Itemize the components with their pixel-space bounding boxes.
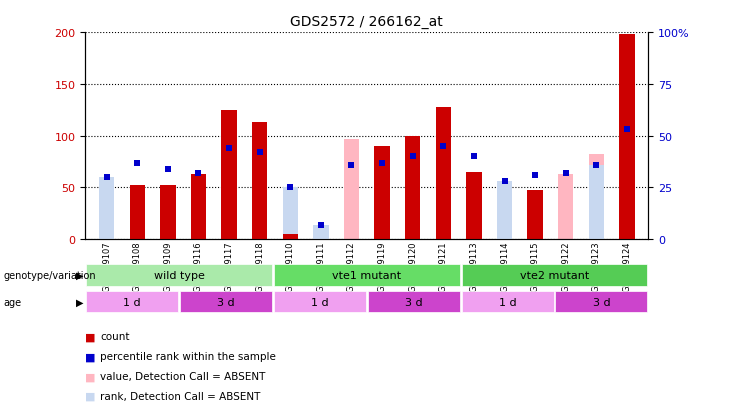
Text: wild type: wild type [153,270,205,280]
Bar [588,155,604,240]
Bar [130,186,145,240]
Bar [86,291,178,313]
Text: age: age [4,297,21,307]
Text: 1 d: 1 d [123,297,141,307]
Bar [588,165,604,240]
Bar [466,173,482,240]
Text: rank, Detection Call = ABSENT: rank, Detection Call = ABSENT [100,391,260,401]
Bar [368,291,459,313]
Bar [462,264,648,286]
Bar [222,110,236,240]
Bar [558,174,574,240]
Bar [99,178,114,240]
Text: ▶: ▶ [76,297,84,307]
Bar [282,211,298,240]
Bar [252,123,268,240]
Bar [180,291,272,313]
Text: count: count [100,332,130,342]
Text: vte2 mutant: vte2 mutant [520,270,589,280]
Bar [160,186,176,240]
Text: ■: ■ [85,332,96,342]
Text: 3 d: 3 d [217,297,235,307]
Bar [497,182,512,240]
Bar [497,209,512,240]
Text: percentile rank within the sample: percentile rank within the sample [100,351,276,361]
Bar [274,291,366,313]
Bar [344,140,359,240]
Bar [528,191,542,240]
Text: value, Detection Call = ABSENT: value, Detection Call = ABSENT [100,371,265,381]
Bar [405,136,420,240]
Bar [160,186,176,240]
Bar [619,35,634,240]
Bar [274,264,459,286]
Bar [191,174,206,240]
Bar [556,291,648,313]
Bar [191,174,206,240]
Text: 1 d: 1 d [311,297,329,307]
Text: 3 d: 3 d [405,297,422,307]
Bar [282,188,298,240]
Text: ■: ■ [85,371,96,381]
Bar [313,225,328,240]
Bar [130,186,145,240]
Text: 1 d: 1 d [499,297,516,307]
Text: ■: ■ [85,391,96,401]
Bar [436,107,451,240]
Text: ▶: ▶ [76,270,84,280]
Text: vte1 mutant: vte1 mutant [332,270,402,280]
Bar [374,147,390,240]
Text: genotype/variation: genotype/variation [4,270,96,280]
Bar [282,235,298,240]
Text: 3 d: 3 d [593,297,611,307]
Text: ■: ■ [85,351,96,361]
Bar [86,264,272,286]
Bar [462,291,554,313]
Title: GDS2572 / 266162_at: GDS2572 / 266162_at [290,15,443,29]
Bar [99,196,114,240]
